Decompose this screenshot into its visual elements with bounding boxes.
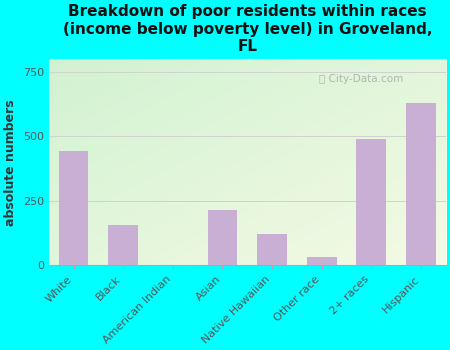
Bar bbox=[406, 103, 436, 265]
Text: ⓘ City-Data.com: ⓘ City-Data.com bbox=[319, 74, 403, 84]
Y-axis label: absolute numbers: absolute numbers bbox=[4, 99, 17, 225]
Bar bbox=[108, 225, 138, 265]
Title: Breakdown of poor residents within races
(income below poverty level) in Grovela: Breakdown of poor residents within races… bbox=[63, 4, 432, 54]
Bar bbox=[207, 210, 237, 265]
Bar bbox=[307, 257, 337, 265]
Bar bbox=[356, 139, 386, 265]
Bar bbox=[58, 150, 88, 265]
Bar bbox=[257, 234, 287, 265]
